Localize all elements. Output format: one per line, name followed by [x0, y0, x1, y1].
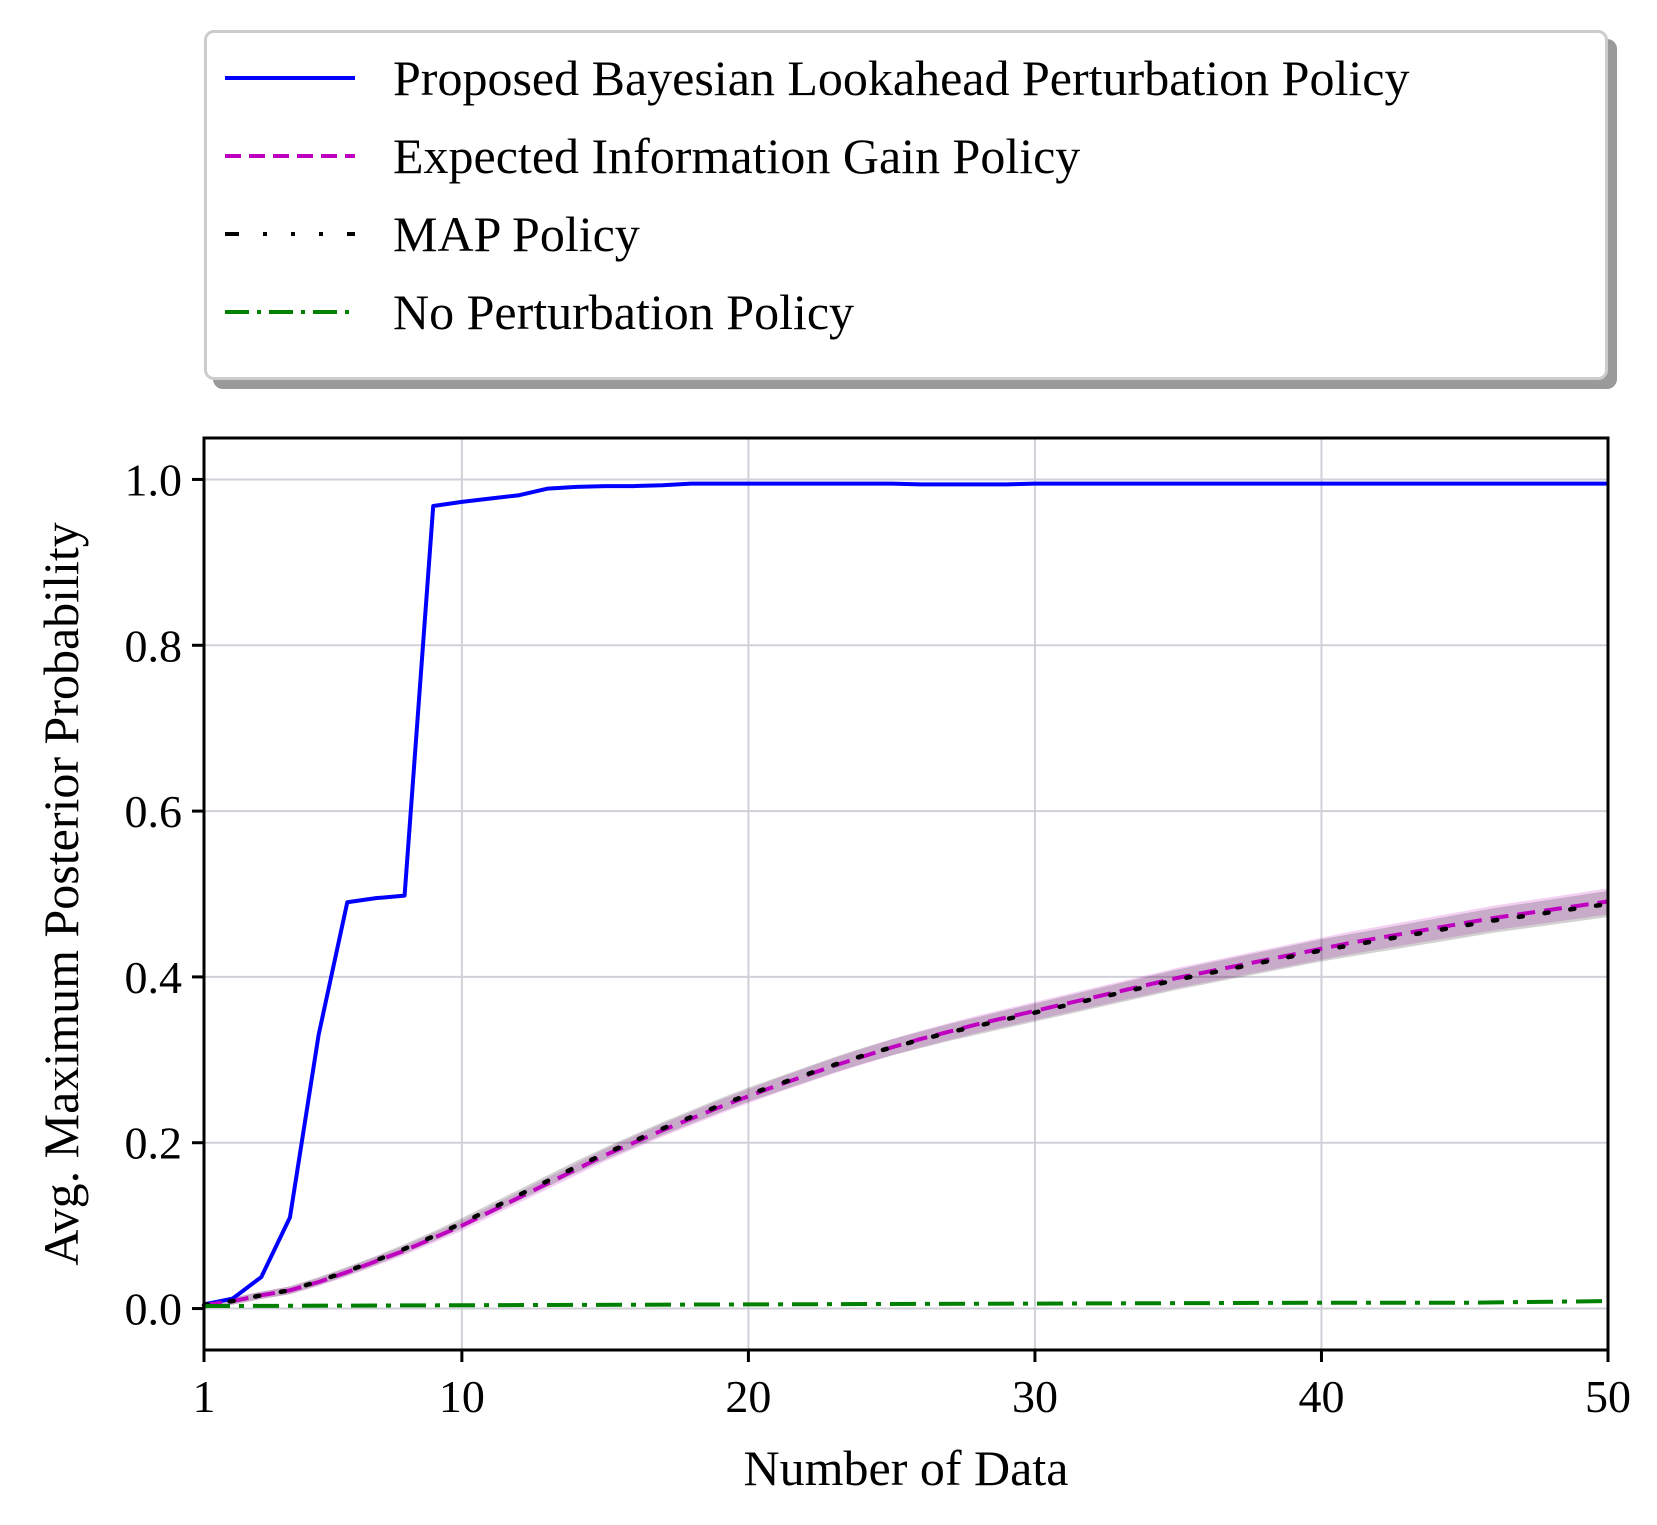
- legend-item-bayesian-lookahead: Proposed Bayesian Lookahead Perturbation…: [225, 43, 1409, 113]
- axis-ticks: 1 10 20 30 40 50 0.0 0.2 0.4 0.6 0.8 1.0: [125, 454, 1632, 1422]
- confidence-bands: [204, 888, 1608, 1309]
- series-line-proposed-bayesian-lookahead-perturbation-policy: [203, 481, 1608, 1307]
- x-tick-label: 10: [439, 1371, 485, 1422]
- series-line-map-policy: [201, 901, 1611, 1308]
- y-tick-label: 0.0: [125, 1284, 183, 1335]
- legend-swatch-dashdot-green: [225, 310, 355, 314]
- x-tick-label: 1: [193, 1371, 216, 1422]
- legend-swatch-solid-blue: [225, 76, 355, 80]
- y-tick-label: 0.4: [125, 952, 183, 1003]
- series-line-expected-information-gain-policy: [203, 899, 1609, 1308]
- legend-label: MAP Policy: [393, 206, 640, 262]
- plot-frame: [202, 436, 1610, 1352]
- band-expected-information-gain-policy: [204, 888, 1608, 1309]
- legend-label: Proposed Bayesian Lookahead Perturbation…: [393, 50, 1410, 106]
- x-axis-label: Number of Data: [744, 1440, 1069, 1496]
- legend-item-no-perturbation: No Perturbation Policy: [225, 277, 854, 347]
- series-lines: [201, 481, 1611, 1309]
- legend-item-map-policy: MAP Policy: [225, 199, 640, 269]
- x-tick-label: 50: [1585, 1371, 1631, 1422]
- band-map-policy: [204, 890, 1608, 1309]
- legend-swatch-dashed-magenta: [225, 154, 355, 158]
- y-axis-label: Avg. Maximum Posterior Probability: [33, 522, 89, 1265]
- y-tick-label: 0.2: [125, 1118, 183, 1169]
- legend-label: Expected Information Gain Policy: [393, 128, 1081, 184]
- y-tick-label: 1.0: [125, 454, 183, 505]
- series-line-no-perturbation-policy: [203, 1299, 1609, 1309]
- legend: Proposed Bayesian Lookahead Perturbation…: [204, 30, 1608, 380]
- gridlines: [203, 438, 1609, 1350]
- x-tick-label: 30: [1012, 1371, 1058, 1422]
- x-tick-label: 40: [1298, 1371, 1344, 1422]
- y-tick-label: 0.6: [125, 786, 183, 837]
- legend-item-expected-information-gain: Expected Information Gain Policy: [225, 121, 1080, 191]
- y-tick-label: 0.8: [125, 620, 183, 671]
- legend-label: No Perturbation Policy: [393, 284, 855, 340]
- x-tick-label: 20: [725, 1371, 771, 1422]
